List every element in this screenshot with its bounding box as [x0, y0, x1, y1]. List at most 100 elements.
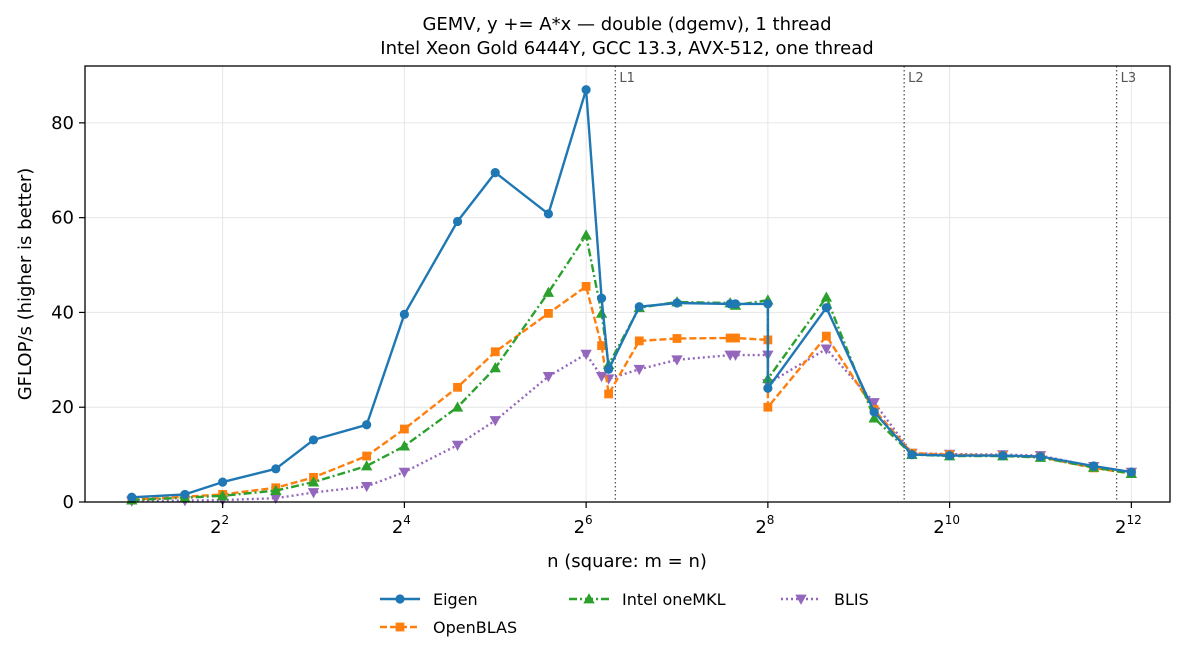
data-point-eigen — [362, 420, 372, 430]
x-tick-label: 212 — [1115, 513, 1142, 538]
data-point-openblas — [731, 333, 740, 343]
legend-entry-eigen: Eigen — [380, 590, 478, 609]
x-tick-exponent: 4 — [403, 513, 411, 527]
data-point-intel-onemkl — [868, 412, 880, 423]
x-tick-exponent: 6 — [585, 513, 593, 527]
data-point-openblas — [453, 382, 462, 392]
data-point-blis — [542, 372, 555, 383]
cache-label-l3: L3 — [1121, 71, 1137, 86]
data-point-blis — [633, 364, 645, 376]
x-axis-ticks: 22 24 26 28 210 212 — [210, 502, 1142, 538]
data-point-openblas — [544, 308, 553, 318]
cache-label-l1: L1 — [619, 71, 635, 86]
data-point-intel-onemkl — [580, 229, 592, 240]
data-point-blis — [671, 355, 683, 366]
data-point-eigen — [1089, 461, 1099, 471]
data-point-eigen — [998, 450, 1008, 461]
data-point-eigen — [763, 299, 773, 309]
series-eigen — [127, 85, 1136, 502]
data-point-intel-onemkl — [820, 291, 833, 302]
plot-area-frame — [84, 65, 1171, 503]
chart-subtitle: Intel Xeon Gold 6444Y, GCC 13.3, AVX-512… — [380, 38, 873, 59]
data-point-blis — [580, 349, 592, 360]
data-point-blis — [868, 398, 880, 409]
data-point-openblas — [672, 334, 682, 343]
data-point-eigen — [634, 302, 644, 312]
legend-swatch-marker — [583, 593, 595, 604]
data-point-intel-onemkl — [542, 286, 555, 297]
data-point-eigen — [543, 209, 554, 219]
series-intel-onemkl — [126, 229, 1138, 505]
data-point-eigen — [869, 407, 879, 417]
data-point-eigen — [271, 464, 281, 474]
x-tick-exponent: 2 — [222, 513, 230, 527]
x-tick-base: 2 — [210, 517, 221, 538]
data-point-openblas — [821, 331, 831, 341]
y-tick-label: 80 — [51, 113, 74, 134]
x-tick-base: 2 — [933, 517, 944, 538]
data-point-blis — [451, 440, 464, 451]
data-point-eigen — [180, 489, 190, 500]
data-point-intel-onemkl — [270, 484, 282, 496]
x-tick-label: 210 — [933, 513, 960, 538]
x-axis-label: n (square: m = n) — [547, 551, 707, 572]
data-point-intel-onemkl — [398, 440, 411, 451]
data-point-openblas — [399, 424, 409, 434]
series-line-openblas — [131, 285, 1132, 501]
data-point-openblas — [604, 389, 614, 399]
y-axis-label: GFLOP/s (higher is better) — [15, 168, 36, 401]
y-tick-label: 40 — [51, 302, 74, 323]
data-point-eigen — [490, 168, 500, 178]
data-point-blis — [729, 350, 742, 361]
data-point-openblas — [634, 336, 644, 346]
data-point-intel-onemkl — [307, 476, 320, 487]
data-point-intel-onemkl — [451, 401, 464, 412]
x-tick-label: 26 — [574, 513, 593, 538]
legend-entry-blis: BLIS — [781, 590, 869, 609]
x-tick-label: 28 — [755, 513, 774, 538]
data-point-eigen — [1126, 467, 1136, 477]
legend-swatch-marker — [395, 594, 405, 604]
data-point-openblas — [763, 402, 773, 412]
data-point-eigen — [127, 492, 137, 502]
x-tick-label: 24 — [392, 513, 411, 538]
x-tick-base: 2 — [392, 517, 403, 538]
series-blis — [126, 344, 1138, 507]
legend-label: Eigen — [433, 590, 478, 609]
legend-label: Intel oneMKL — [622, 590, 726, 609]
data-point-blis — [489, 416, 501, 427]
legend-swatch-marker — [795, 594, 807, 605]
data-series — [126, 85, 1138, 507]
y-tick-label: 0 — [63, 492, 74, 513]
data-point-eigen — [1035, 451, 1046, 462]
y-tick-label: 60 — [51, 208, 74, 229]
legend-swatch-marker — [395, 622, 405, 632]
x-tick-exponent: 12 — [1126, 513, 1141, 527]
data-point-blis — [820, 344, 833, 355]
x-tick-base: 2 — [1115, 517, 1126, 538]
y-axis-ticks: 0 20 40 60 80 — [51, 113, 85, 513]
data-point-blis — [307, 488, 320, 499]
data-point-eigen — [730, 299, 741, 309]
grid-lines — [85, 66, 1170, 503]
x-tick-label: 22 — [210, 513, 229, 538]
legend: Eigen OpenBLAS Intel oneMKL BLIS — [380, 590, 869, 637]
data-point-intel-onemkl — [360, 460, 373, 471]
cache-label-l2: L2 — [908, 71, 924, 86]
data-point-eigen — [452, 216, 463, 227]
data-point-openblas — [362, 451, 372, 461]
legend-label: OpenBLAS — [433, 618, 517, 637]
x-tick-base: 2 — [755, 517, 766, 538]
data-point-eigen — [308, 435, 319, 445]
cache-boundary-lines: L1 L2 L3 — [614, 66, 1137, 502]
x-tick-exponent: 8 — [767, 513, 775, 527]
data-point-blis — [360, 481, 373, 493]
data-point-eigen — [218, 477, 228, 487]
y-tick-label: 20 — [51, 397, 74, 418]
chart-title: GEMV, y += A*x — double (dgemv), 1 threa… — [422, 14, 831, 35]
series-line-blis — [131, 347, 1132, 503]
data-point-eigen — [945, 450, 955, 461]
series-line-intel-onemkl — [131, 233, 1132, 502]
x-tick-exponent: 10 — [945, 513, 960, 527]
data-point-eigen — [604, 364, 614, 374]
